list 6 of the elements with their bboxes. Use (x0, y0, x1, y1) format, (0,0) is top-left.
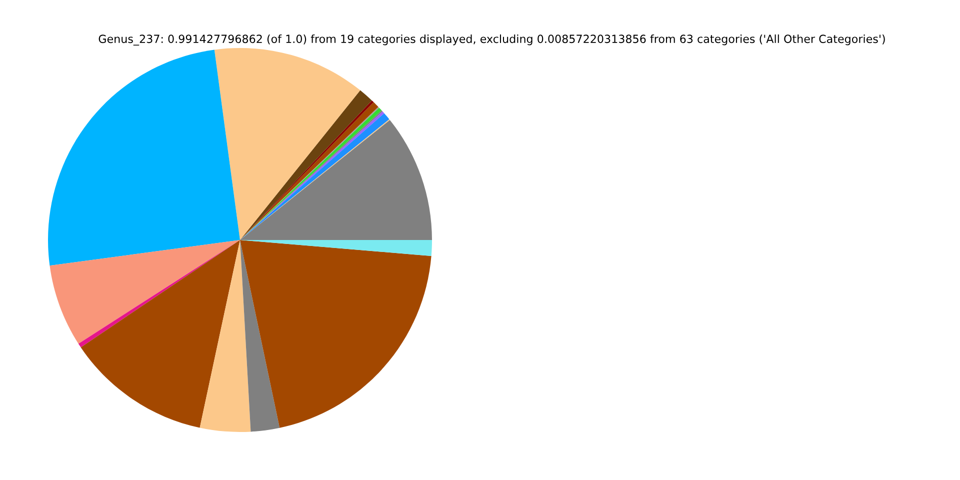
pie-slice (200, 240, 251, 432)
pie-slice (50, 240, 240, 344)
pie-slice (240, 240, 432, 256)
text: Genus_237: 0.991427796862 (of 1.0) from 19 categories displayed, excluding 0.00857220313856 from 63 categories ('All Other Categories') (98, 34, 885, 46)
pie-slice (240, 240, 280, 432)
pie-slice (48, 50, 240, 266)
